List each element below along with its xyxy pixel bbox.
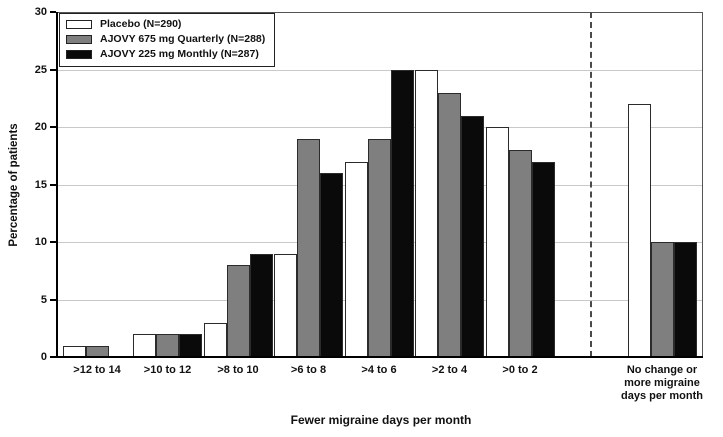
y-tick [50,183,56,186]
chart-bar [650,242,674,357]
y-axis-line [56,12,58,358]
chart-bar [203,322,227,357]
plot-frame-top [57,12,703,13]
legend-swatch [66,50,92,59]
y-tick [50,241,56,243]
y-tick-label: 30 [34,6,47,18]
chart-bar [226,265,250,357]
x-category-label: >4 to 6 [361,364,397,376]
y-tick-label: 25 [34,63,47,76]
chart-bar [367,138,391,357]
y-tick-label: 5 [40,293,47,306]
y-tick-label: 0 [40,351,47,363]
chart-bar [156,334,179,357]
legend-label: AJOVY 675 mg Quarterly (N=288) [100,33,266,45]
legend-swatch [66,20,92,29]
x-category-label: >6 to 8 [290,364,327,376]
separator-dashed-line [590,12,592,357]
y-tick [50,298,56,301]
legend: Placebo (N=290) AJOVY 675 mg Quarterly (N… [59,13,276,67]
chart-bar [390,69,414,357]
gridline [57,127,703,128]
chart-bar [461,115,484,357]
chart-bar [274,253,297,357]
x-category-label: >10 to 12 [143,364,192,376]
chart-bar [508,150,532,357]
chart-bar [531,161,555,357]
chart-bar [485,127,509,357]
chart-bar [297,138,320,357]
chart-bar [249,253,273,357]
chart-bar [673,242,697,357]
chart-bar [320,173,343,357]
legend-item: Placebo (N=290) [66,18,265,31]
x-category-label: >0 to 2 [502,364,538,376]
legend-item: AJOVY 225 mg Monthly (N=287) [66,48,265,61]
y-tick-label: 10 [34,236,47,248]
x-axis-title: Fewer migraine days per month [290,413,472,427]
plot-frame-right [702,12,703,357]
x-category-label: >12 to 14 [73,364,121,376]
legend-item: AJOVY 675 mg Quarterly (N=288) [66,33,265,46]
legend-swatch [66,35,92,44]
x-category-label: No change or more migraine days per mont… [621,364,703,402]
chart-bar [344,161,368,357]
chart-bar [438,92,461,357]
y-tick [50,126,56,128]
y-tick-label: 15 [34,178,47,191]
y-tick [50,68,56,71]
legend-label: AJOVY 225 mg Monthly (N=287) [100,48,259,60]
x-axis-line [56,356,703,358]
y-tick-label: 20 [34,121,47,133]
x-category-label: >2 to 4 [431,364,468,376]
y-tick [50,356,56,358]
chart-bar [179,334,202,357]
chart-bar [415,69,438,357]
y-tick [50,11,56,13]
gridline [57,69,703,71]
chart-bar [627,104,651,357]
legend-label: Placebo (N=290) [100,18,182,30]
x-category-label: >8 to 10 [217,364,259,376]
chart-bar [133,334,156,357]
